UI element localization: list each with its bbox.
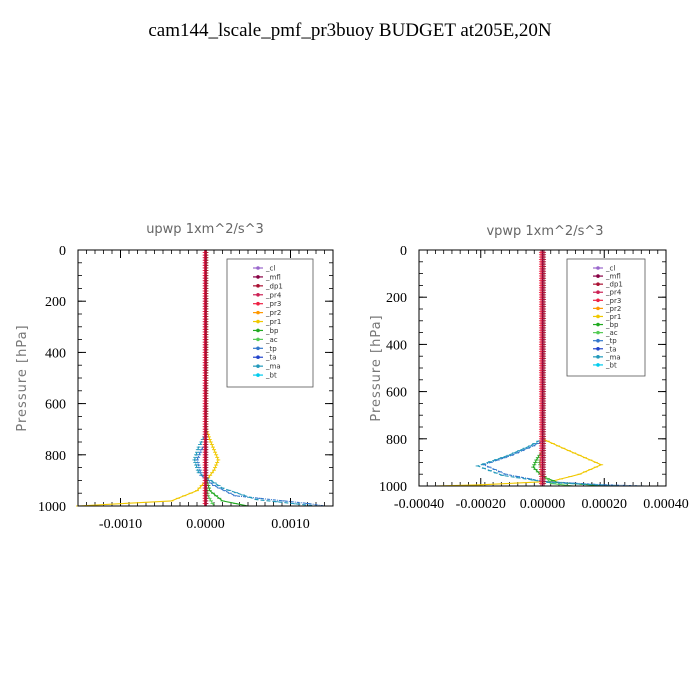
x-tick-label: -0.00020 (456, 497, 506, 512)
legend-marker (596, 338, 600, 343)
legend-entry: _cl (265, 265, 275, 273)
panel-title: vpwp 1xm^2/s^3 (486, 224, 603, 239)
legend-marker (596, 314, 600, 319)
y-tick-label: 600 (386, 386, 407, 401)
legend-entry: _ac (605, 329, 618, 337)
x-tick-label: 0.00000 (520, 497, 566, 512)
legend-entry: _pr3 (605, 297, 621, 305)
legend-entry: _bp (265, 327, 279, 335)
legend-marker (256, 355, 260, 360)
legend-entry: _mfl (605, 273, 621, 281)
plot-frame (418, 249, 667, 487)
y-tick-label: 1000 (379, 480, 407, 495)
legend-entry: _pr2 (265, 309, 281, 317)
legend-marker (596, 282, 600, 286)
legend-marker (256, 373, 260, 377)
y-axis-label: Pressure [hPa] (369, 314, 384, 421)
y-tick-label: 600 (45, 398, 66, 413)
legend-entry: _dp1 (265, 282, 283, 290)
legend-marker (596, 298, 600, 303)
x-tick-label: 0.0000 (186, 517, 225, 532)
legend-entry: _cl (605, 265, 615, 273)
x-tick-label: -0.00040 (394, 497, 444, 512)
panel-title: upwp 1xm^2/s^3 (146, 222, 264, 237)
legend-entry: _bt (605, 361, 617, 369)
legend-marker (596, 330, 600, 335)
y-tick-label: 200 (45, 295, 66, 310)
legend-entry: _ma (265, 363, 281, 371)
legend-marker (256, 364, 260, 368)
legend-entry: _pr4 (265, 291, 282, 299)
legend-entry: _ma (605, 353, 621, 361)
y-axis-label: Pressure [hPa] (15, 324, 30, 431)
legend-entry: _tp (605, 337, 617, 345)
legend-entry: _ac (265, 336, 278, 344)
legend-entry: _pr4 (605, 289, 622, 297)
x-tick-label: 0.00040 (643, 497, 689, 512)
legend-marker (256, 319, 260, 324)
legend-marker (256, 275, 260, 279)
y-tick-label: 0 (400, 244, 407, 259)
x-tick-label: 0.0010 (271, 517, 310, 532)
legend-entry: _dp1 (605, 281, 623, 289)
legend-entry: _bt (265, 372, 277, 380)
figure-title: cam144_lscale_pmf_pr3buoy BUDGET at205E,… (148, 20, 552, 41)
legend-marker (596, 363, 600, 367)
y-tick-label: 800 (45, 449, 66, 464)
legend-entry: _ta (605, 345, 617, 353)
legend-entry: _mfl (265, 273, 281, 281)
y-tick-label: 1000 (38, 500, 66, 515)
y-tick-label: 400 (45, 346, 66, 361)
legend-entry: _bp (605, 321, 619, 329)
legend-marker (256, 346, 260, 351)
legend-entry: _tp (265, 345, 277, 353)
legend-box (226, 258, 314, 388)
legend-marker (256, 328, 260, 333)
legend-entry: _pr3 (265, 300, 281, 308)
legend-marker (256, 301, 260, 306)
legend-entry: _pr1 (605, 313, 621, 321)
legend-marker (256, 337, 260, 342)
legend-entry: _ta (265, 354, 277, 362)
legend-marker (596, 355, 600, 359)
legend-marker (596, 266, 600, 270)
legend-marker (596, 274, 600, 278)
y-tick-label: 200 (386, 291, 407, 306)
legend-marker (596, 306, 600, 311)
legend-marker (256, 284, 260, 288)
chart-panel-2: vpwp 1xm^2/s^3 Pressure [hPa] -0.00040 -0.0… (369, 224, 689, 512)
plot-frame (77, 249, 334, 507)
x-tick-label: -0.0010 (99, 517, 142, 532)
chart-panel-1: upwp 1xm^2/s^3 Pressure [hPa] -0.0010 0.000… (15, 222, 334, 532)
y-tick-label: 800 (386, 433, 407, 448)
legend-box (566, 258, 646, 377)
x-tick-label: 0.00020 (582, 497, 628, 512)
legend-entry: _pr2 (605, 305, 621, 313)
legend-marker (256, 266, 260, 270)
y-tick-label: 400 (386, 338, 407, 353)
legend-marker (596, 322, 600, 327)
legend-entry: _pr1 (265, 318, 281, 326)
legend-marker (256, 292, 260, 297)
legend-marker (256, 310, 260, 315)
legend-marker (596, 346, 600, 351)
y-tick-label: 0 (59, 244, 66, 259)
legend-marker (596, 290, 600, 295)
